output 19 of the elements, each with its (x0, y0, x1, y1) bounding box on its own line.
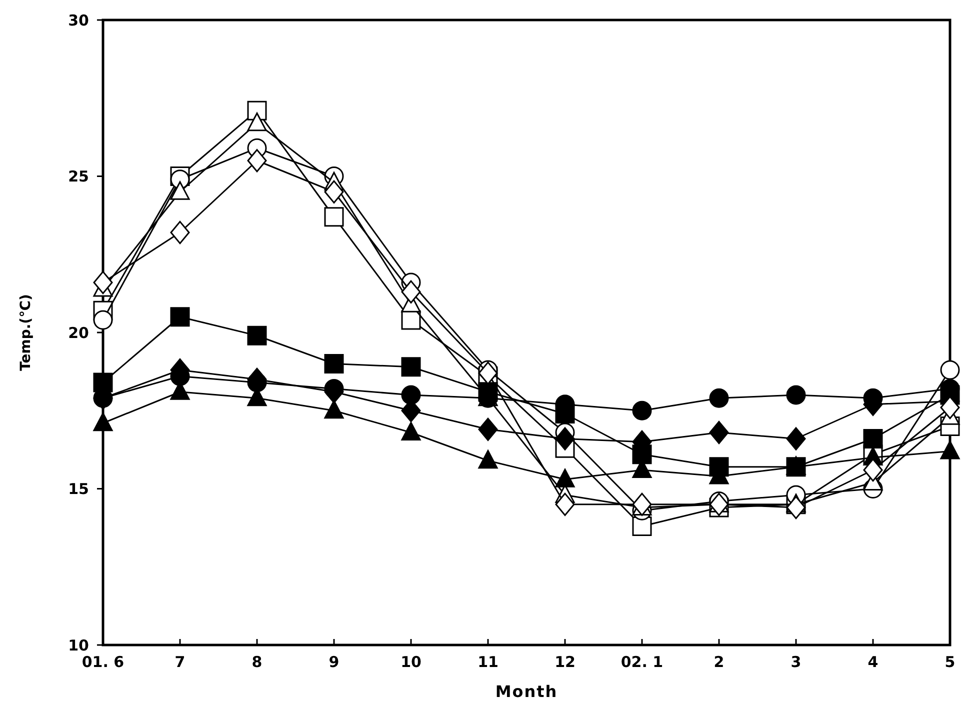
x-tick-label: 4 (868, 653, 878, 671)
y-tick-label: 15 (68, 480, 89, 498)
x-tick-label: 9 (328, 653, 340, 671)
x-tick-label: 5 (944, 653, 956, 671)
x-tick-label: 2 (714, 653, 724, 671)
x-tick-label: 11 (478, 653, 498, 671)
x-tick-label: 8 (252, 653, 262, 671)
x-axis-title: Month (495, 682, 558, 701)
y-tick-label: 20 (68, 324, 89, 342)
x-tick-label: 12 (554, 653, 576, 671)
y-axis-title: Temp.(℃) (18, 294, 34, 371)
y-tick-label: 30 (68, 11, 89, 30)
x-tick-label: 10 (400, 653, 422, 671)
x-tick-label: 01. 6 (82, 653, 124, 671)
x-tick-label: 02. 1 (620, 653, 664, 671)
y-tick-label: 10 (68, 636, 89, 654)
x-tick-label: 3 (790, 653, 802, 671)
y-tick-label: 25 (68, 168, 89, 186)
x-tick-label: 7 (174, 653, 186, 671)
